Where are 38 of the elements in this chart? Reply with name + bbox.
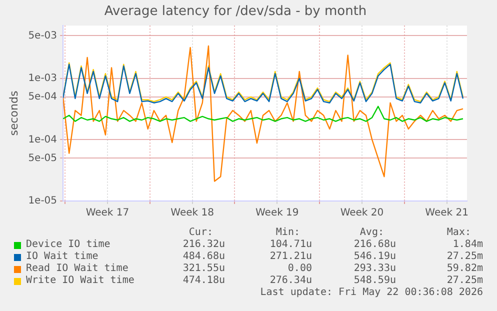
- y-axis-title: seconds: [7, 90, 20, 136]
- text: 27.25m: [446, 251, 483, 263]
- legend-label: IO Wait time: [26, 251, 98, 263]
- legend-label: Device IO time: [26, 239, 110, 251]
- text: Max:: [446, 227, 471, 239]
- x-tick-label: Week 17: [86, 208, 130, 219]
- y-tick-label: 1e-03: [28, 73, 58, 84]
- text: Min:: [276, 227, 300, 239]
- y-tick-label: 5e-03: [28, 30, 58, 42]
- text: 27.25m: [446, 275, 483, 287]
- text: 1.84m: [452, 239, 483, 251]
- text: 276.34u: [270, 275, 312, 287]
- text: 216.68u: [354, 239, 396, 251]
- legend-label: Read IO Wait time: [26, 263, 128, 275]
- y-tick-label: 1e-04: [28, 134, 58, 146]
- y-tick-label: 5e-05: [28, 152, 58, 164]
- text: 271.21u: [270, 251, 312, 263]
- chart-title: Average latency for /dev/sda - by month: [104, 4, 367, 20]
- text: 546.19u: [354, 251, 396, 263]
- x-tick-label: Week 19: [255, 208, 299, 219]
- text: Avg:: [360, 227, 384, 239]
- text: 104.71u: [270, 239, 312, 251]
- text: 321.55u: [182, 263, 225, 275]
- legend-label: Write IO Wait time: [26, 275, 134, 287]
- y-tick-label: 5e-04: [28, 92, 58, 103]
- x-tick-label: Week 20: [340, 208, 384, 219]
- x-tick-label: Week 18: [170, 208, 214, 219]
- text: 484.68u: [182, 251, 225, 263]
- text: Last update: Fri May 22 00:36:08 2026: [260, 287, 483, 299]
- text: 548.59u: [354, 275, 396, 287]
- y-tick-label: 1e-05: [28, 196, 58, 207]
- text: 474.18u: [182, 275, 225, 287]
- text: 59.82m: [446, 263, 483, 275]
- text: 0.00: [288, 263, 312, 275]
- text: 293.33u: [354, 263, 396, 275]
- x-tick-label: Week 21: [425, 208, 468, 219]
- text: Cur:: [188, 227, 213, 239]
- text: 216.32u: [182, 239, 225, 251]
